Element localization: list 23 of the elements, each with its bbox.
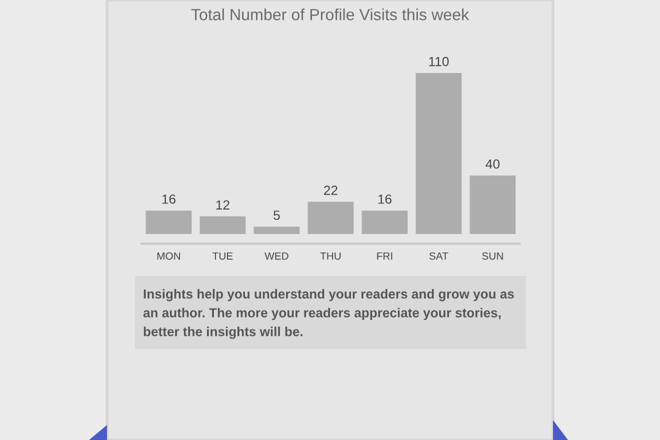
data-label: 40 [486,159,500,169]
bar [416,73,462,234]
bar [146,210,192,234]
x-tick-label: WED [264,252,288,260]
bar [254,226,300,234]
bar [470,175,516,234]
bar [308,202,354,234]
text: Insights help you understand your readers and grow you as an author. The more your readers appreciate your stories, better the insights will be. [143,289,514,339]
chart-title: Total Number of Profile Visits this week [191,8,470,20]
bar [200,216,246,234]
data-label: 12 [216,200,230,210]
data-label: 22 [324,186,338,195]
bar [362,210,408,234]
data-label: 5 [274,210,280,220]
data-label: 16 [162,194,176,204]
x-tick-label: SUN [482,252,503,260]
data-label: 16 [378,194,392,204]
data-label: 110 [429,56,449,66]
x-tick-label: FRI [377,252,392,260]
x-tick-label: MON [157,252,180,260]
x-tick-label: TUE [212,252,233,260]
x-tick-label: SAT [429,252,448,260]
x-tick-label: THU [320,252,341,260]
